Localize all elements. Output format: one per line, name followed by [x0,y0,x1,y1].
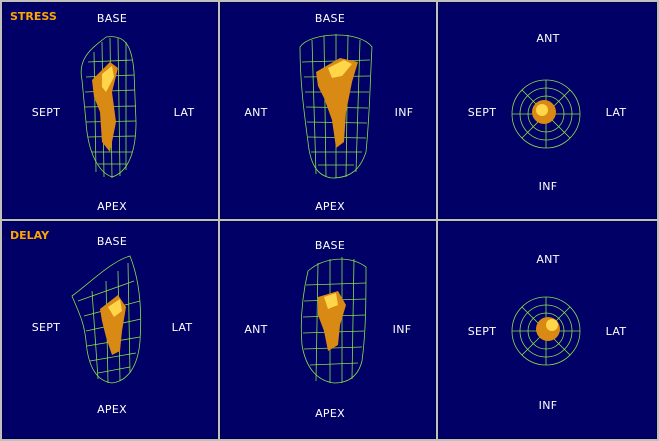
heart-model-long-axis [71,255,142,384]
orientation-top: BASE [314,12,346,25]
heart-model-short-axis [511,79,581,149]
perfusion-volume [532,100,556,124]
orientation-right: INF [392,323,412,336]
panel-delay-long-axis-ant-inf[interactable]: BASE APEX ANT INF [220,221,436,439]
orientation-top: ANT [536,253,560,266]
panel-stress-long-axis-ant-inf[interactable]: BASE APEX ANT INF [220,2,436,219]
orientation-right: LAT [173,106,195,119]
perfusion-volume [318,291,346,351]
orientation-bottom: INF [538,180,558,193]
orientation-left: SEPT [467,325,497,338]
orientation-bottom: APEX [97,403,127,416]
panel-delay-long-axis-sept-lat[interactable]: DELAY BASE APEX SEPT LAT [2,221,218,439]
heart-model-long-axis [299,34,373,179]
orientation-right: LAT [605,106,627,119]
perfusion-volume [92,62,118,152]
heart-model-long-axis [300,257,367,384]
orientation-bottom: APEX [315,407,345,420]
orientation-top: BASE [314,239,346,252]
orientation-left: SEPT [31,106,61,119]
orientation-left: ANT [244,323,268,336]
orientation-right: INF [394,106,414,119]
orientation-right: LAT [605,325,627,338]
orientation-left: SEPT [31,321,61,334]
perfusion-volume [100,295,126,355]
orientation-bottom: APEX [97,200,127,213]
orientation-right: LAT [171,321,193,334]
orientation-top: BASE [96,235,128,248]
panel-stress-long-axis-sept-lat[interactable]: STRESS BASE APEX SEPT LAT [2,2,218,219]
orientation-left: ANT [244,106,268,119]
orientation-bottom: APEX [315,200,345,213]
panel-delay-short-axis[interactable]: ANT INF SEPT LAT [438,221,657,439]
phase-label: DELAY [10,229,50,242]
orientation-top: BASE [96,12,128,25]
heart-model-long-axis [80,36,137,179]
orientation-left: SEPT [467,106,497,119]
orientation-top: ANT [536,32,560,45]
orientation-bottom: INF [538,399,558,412]
perfusion-volume [316,58,358,148]
heart-model-short-axis [511,296,581,366]
panel-stress-short-axis[interactable]: ANT INF SEPT LAT [438,2,657,219]
phase-label: STRESS [10,10,57,23]
perfusion-volume [536,317,560,341]
